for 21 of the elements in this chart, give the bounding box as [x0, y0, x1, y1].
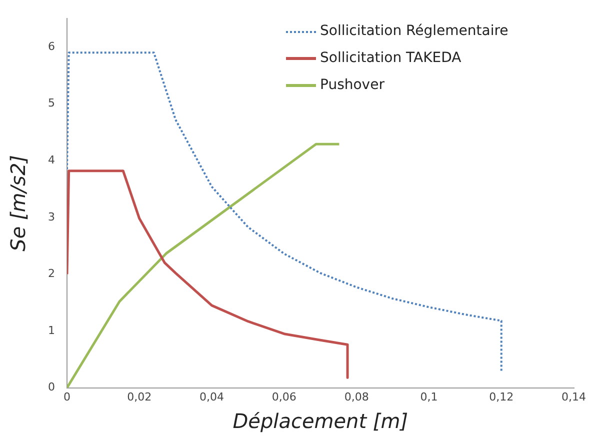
x-tick-label: 0,06	[272, 390, 296, 404]
legend-label: Sollicitation TAKEDA	[320, 49, 462, 68]
legend-label: Sollicitation Réglementaire	[320, 22, 508, 41]
x-tick-label: 0,08	[344, 390, 369, 404]
line-series	[67, 52, 502, 372]
x-axis-title: Déplacement [m]	[232, 409, 408, 434]
x-tick-label: 0,04	[200, 390, 224, 404]
x-tick-label: 0,1	[420, 390, 438, 404]
y-tick-label: 4	[48, 153, 55, 166]
y-tick-label: 2	[48, 267, 55, 280]
x-tick-label: 0,14	[562, 390, 586, 404]
x-tick-label: 0,02	[127, 390, 152, 404]
y-tick-label: 0	[48, 380, 55, 394]
y-tick-label: 5	[48, 96, 55, 110]
y-tick-label: 3	[48, 210, 55, 224]
x-tick-label: 0	[64, 390, 70, 404]
y-axis-title: Se [m/s2]	[6, 155, 30, 252]
y-tick-label: 1	[48, 324, 55, 337]
y-tick-label: 6	[48, 40, 55, 53]
x-tick-label: 0,12	[489, 390, 514, 404]
legend-label: Pushover	[320, 76, 384, 95]
